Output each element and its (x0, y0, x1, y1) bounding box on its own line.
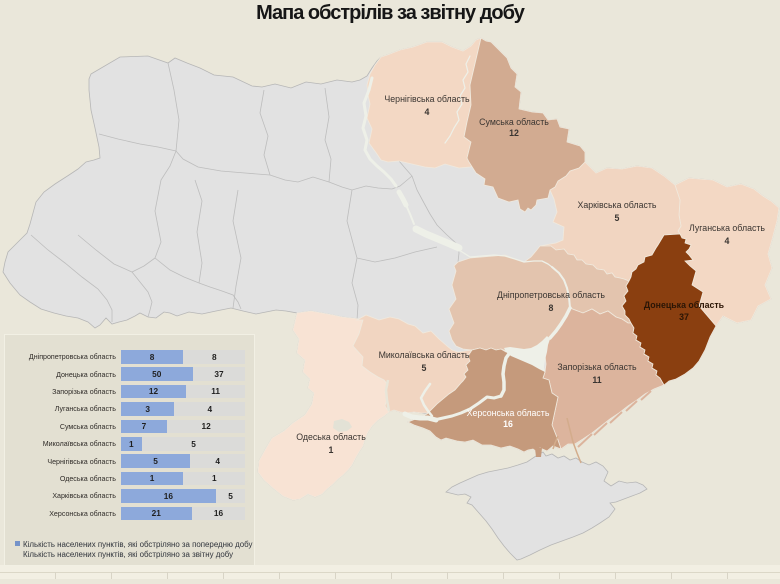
svg-text:Херсонська область: Херсонська область (467, 408, 550, 418)
svg-text:5: 5 (615, 213, 620, 223)
svg-text:Запорізька область: Запорізька область (557, 362, 637, 372)
svg-text:Сумська область: Сумська область (479, 117, 549, 127)
svg-text:4: 4 (725, 236, 730, 246)
svg-text:5: 5 (422, 363, 427, 373)
svg-text:16: 16 (503, 419, 513, 429)
svg-text:1: 1 (329, 445, 334, 455)
svg-text:Луганська область: Луганська область (689, 223, 765, 233)
svg-text:Донецька область: Донецька область (644, 300, 725, 310)
svg-text:12: 12 (509, 128, 519, 138)
svg-text:Миколаївська область: Миколаївська область (379, 350, 470, 360)
svg-text:Одеська область: Одеська область (296, 432, 366, 442)
svg-text:Харківська область: Харківська область (578, 200, 657, 210)
svg-text:Чернігівська область: Чернігівська область (384, 94, 470, 104)
svg-text:8: 8 (549, 303, 554, 313)
svg-text:Дніпропетровська область: Дніпропетровська область (497, 290, 605, 300)
svg-text:4: 4 (425, 107, 430, 117)
svg-text:11: 11 (592, 375, 601, 385)
svg-text:37: 37 (679, 312, 689, 322)
